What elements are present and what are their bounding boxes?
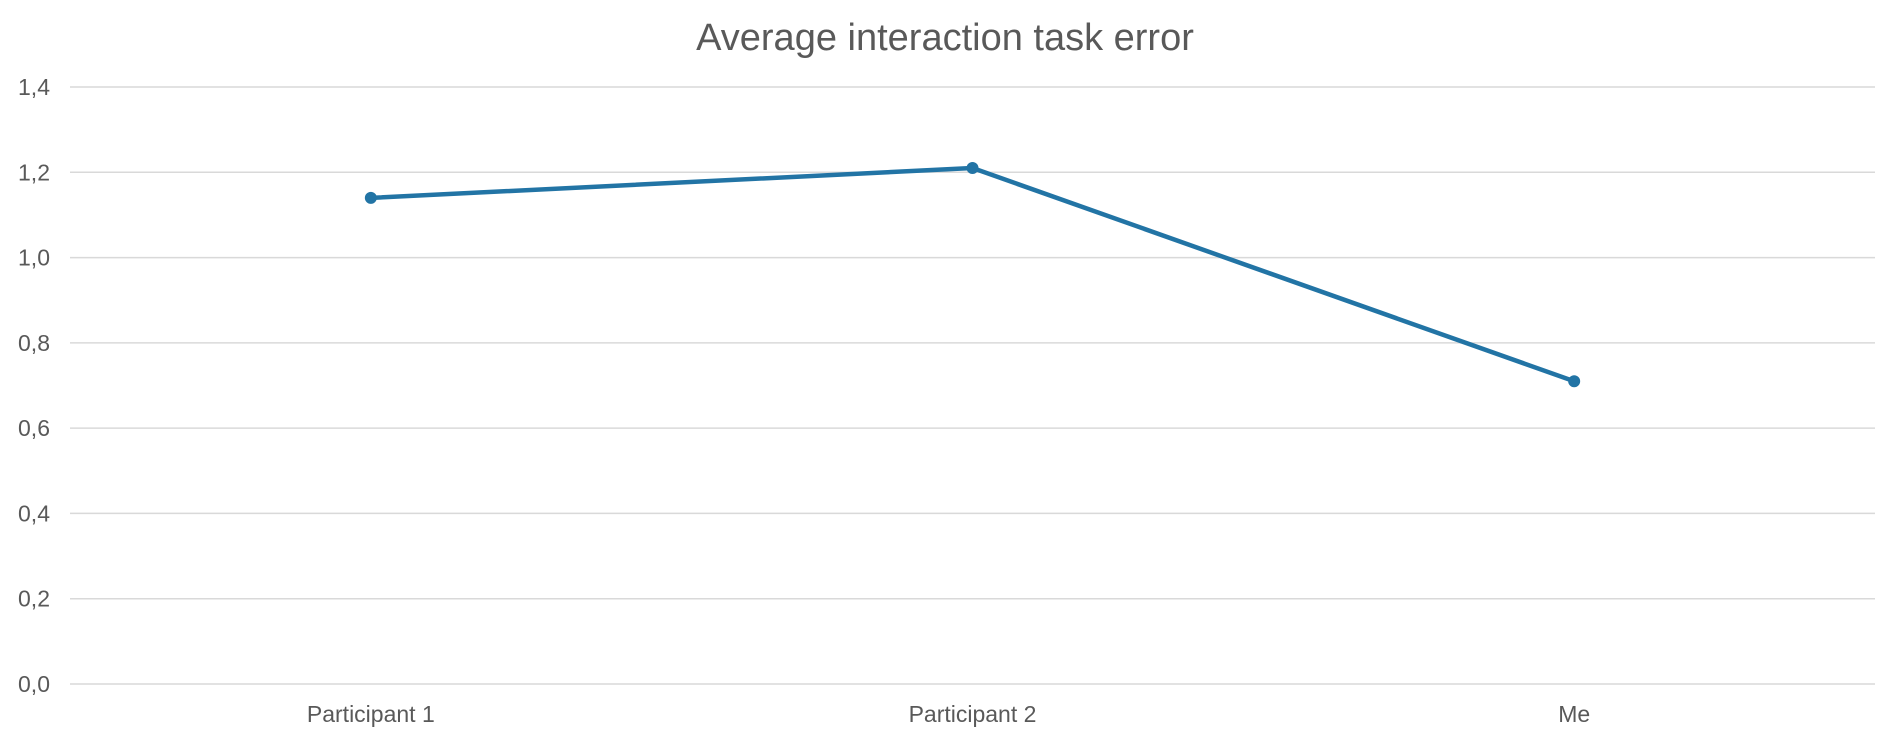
y-axis-tick-labels: 0,0 0,2 0,4 0,6 0,8 1,0 1,2 1,4 <box>18 74 50 697</box>
chart-title: Average interaction task error <box>696 17 1194 59</box>
y-tick-label: 0,6 <box>18 415 50 441</box>
data-point <box>1568 375 1581 388</box>
x-tick-label: Me <box>1558 701 1590 727</box>
gridlines <box>70 86 1875 685</box>
data-point <box>364 191 377 204</box>
x-tick-label: Participant 1 <box>307 701 435 727</box>
series-layer <box>364 162 1581 388</box>
y-tick-label: 0,4 <box>18 500 50 526</box>
data-point <box>966 162 979 175</box>
y-tick-label: 0,8 <box>18 330 50 356</box>
x-tick-label: Participant 2 <box>909 701 1037 727</box>
y-tick-label: 1,0 <box>18 245 50 271</box>
y-tick-label: 1,4 <box>18 74 50 100</box>
x-axis-tick-labels: Participant 1 Participant 2 Me <box>307 701 1590 727</box>
y-tick-label: 0,2 <box>18 586 50 612</box>
y-tick-label: 1,2 <box>18 159 50 185</box>
y-tick-label: 0,0 <box>18 671 50 697</box>
series-line <box>368 165 1577 384</box>
